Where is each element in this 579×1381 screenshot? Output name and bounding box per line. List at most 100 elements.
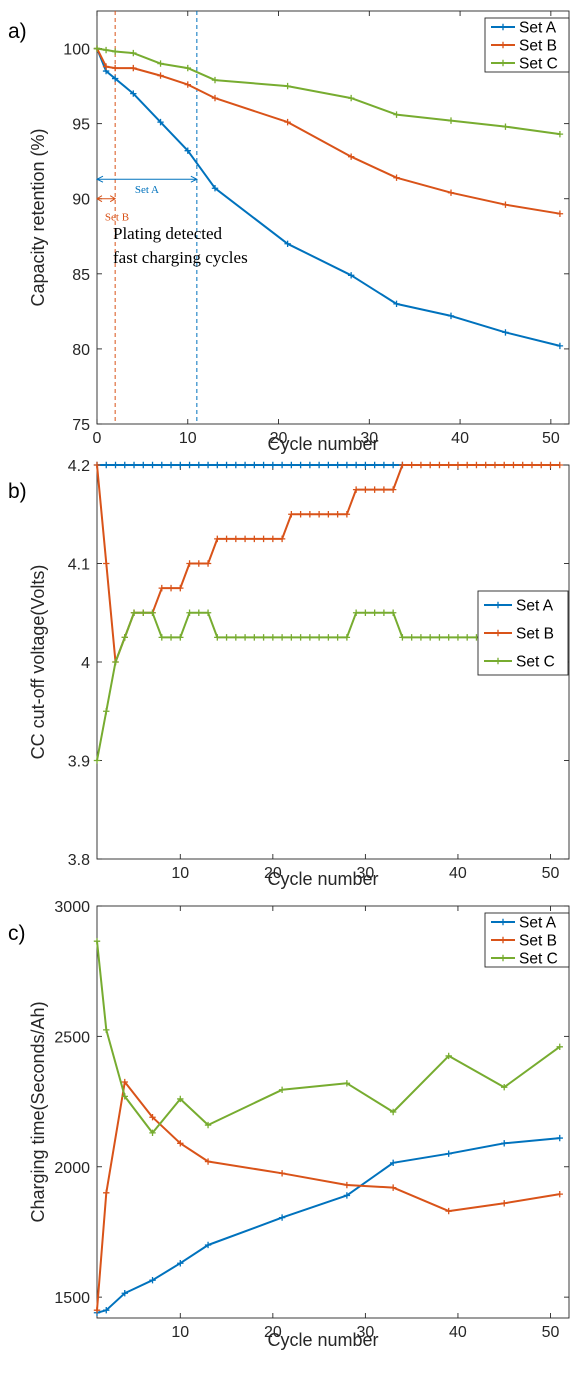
data-point	[399, 634, 406, 641]
data-point	[334, 511, 341, 518]
data-point	[343, 634, 351, 641]
data-point	[426, 461, 434, 469]
data-point	[343, 461, 351, 469]
x-axis-label: Cycle number	[267, 1330, 378, 1350]
y-tick-label: 3.9	[68, 754, 90, 771]
data-point	[334, 461, 341, 469]
legend-marker	[499, 954, 507, 962]
x-tick-label: 40	[449, 1324, 467, 1341]
data-point	[502, 329, 509, 336]
x-tick-label: 50	[542, 865, 560, 882]
y-tick-label: 1500	[54, 1290, 90, 1307]
data-point	[103, 1306, 110, 1314]
x-tick-label: 40	[451, 430, 469, 447]
data-point	[482, 461, 489, 469]
data-point	[167, 461, 175, 469]
data-point	[297, 511, 304, 518]
data-point	[260, 535, 267, 543]
data-point	[519, 461, 526, 469]
data-point	[195, 609, 203, 616]
data-point	[177, 1140, 184, 1147]
data-point	[297, 461, 304, 469]
legend-marker	[499, 23, 507, 31]
data-point	[251, 461, 258, 469]
data-point	[121, 1078, 128, 1086]
data-point	[306, 634, 314, 641]
data-point	[204, 1241, 212, 1249]
data-point	[325, 511, 332, 518]
data-point	[556, 130, 564, 138]
data-point	[269, 634, 277, 641]
data-point	[528, 461, 536, 469]
data-point	[103, 461, 110, 469]
data-point	[447, 117, 455, 124]
data-point	[130, 609, 138, 616]
data-point	[93, 757, 101, 764]
data-point	[347, 153, 355, 160]
data-point	[241, 634, 249, 641]
panel-label: a)	[8, 20, 27, 43]
data-point	[121, 461, 128, 469]
data-point	[362, 486, 369, 493]
data-point	[473, 461, 480, 469]
data-point	[501, 461, 508, 469]
series-line	[96, 48, 561, 215]
y-tick-label: 95	[72, 117, 90, 134]
series-set-a	[93, 1134, 563, 1316]
data-point	[454, 461, 462, 469]
data-point	[93, 461, 101, 469]
data-point	[315, 634, 323, 641]
series-line	[96, 1081, 560, 1311]
data-point	[463, 461, 471, 469]
data-point	[325, 634, 332, 641]
data-point	[130, 49, 137, 57]
data-point	[211, 76, 219, 84]
legend-marker	[494, 657, 502, 665]
y-tick-label: 75	[72, 417, 90, 434]
data-point	[408, 461, 415, 469]
data-point	[447, 189, 455, 196]
data-point	[260, 634, 267, 641]
legend-label: Set C	[516, 654, 555, 671]
legend-label: Set B	[519, 38, 557, 55]
legend-label: Set A	[519, 915, 557, 932]
legend-marker	[499, 59, 507, 67]
y-tick-label: 4.2	[68, 458, 90, 475]
data-point	[306, 461, 314, 469]
set-a-range-label: Set A	[135, 184, 159, 196]
data-point	[214, 634, 221, 641]
data-point	[315, 511, 323, 518]
data-point	[278, 1086, 286, 1094]
data-point	[417, 634, 425, 641]
data-point	[556, 1190, 563, 1198]
data-point	[184, 81, 191, 88]
x-tick-label: 20	[264, 865, 282, 882]
data-point	[278, 634, 286, 641]
data-point	[278, 461, 286, 469]
data-point	[362, 461, 369, 469]
panel-1: b) 10 20 30 40 50 3.8 3.9 4 4.1 4.2 Cycle number CC …	[8, 458, 570, 889]
data-point	[393, 174, 400, 181]
data-point	[111, 75, 119, 82]
legend-marker	[494, 601, 502, 609]
y-tick-label: 3.8	[68, 852, 90, 869]
data-point	[436, 461, 443, 469]
data-point	[204, 560, 212, 567]
data-point	[288, 461, 295, 469]
data-point	[306, 511, 314, 518]
x-tick-label: 0	[93, 430, 102, 447]
data-point	[501, 1200, 508, 1207]
data-point	[93, 45, 101, 52]
data-point	[352, 461, 360, 469]
y-tick-label: 4.1	[68, 557, 90, 574]
y-tick-label: 2000	[54, 1160, 90, 1177]
data-point	[149, 1129, 156, 1137]
data-point	[214, 461, 221, 469]
data-point	[157, 60, 164, 67]
data-point	[102, 63, 110, 70]
legend-marker	[499, 936, 507, 944]
x-tick-label: 10	[179, 430, 197, 447]
data-point	[297, 634, 304, 641]
data-point	[157, 118, 164, 126]
